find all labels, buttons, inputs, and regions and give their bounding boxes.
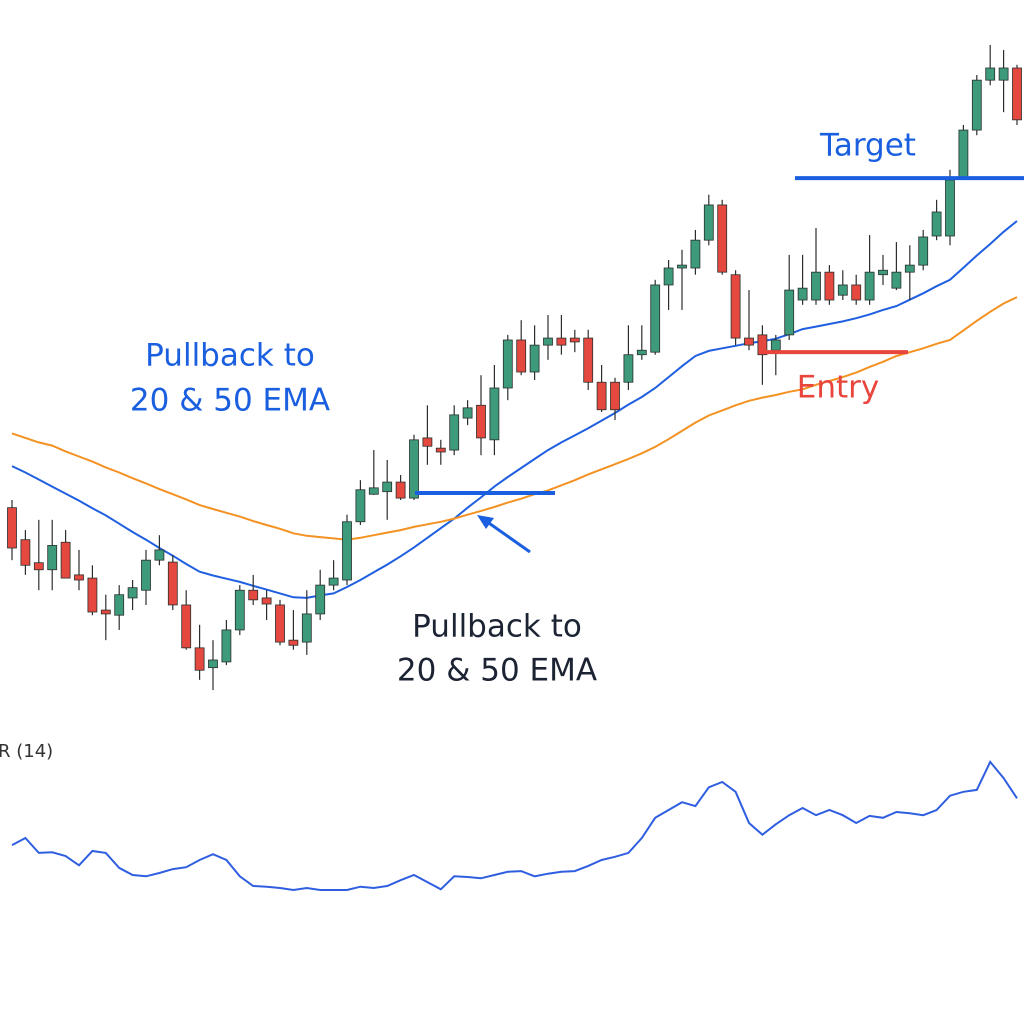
- annotation: 20 & 50 EMA: [130, 383, 330, 419]
- candle-body: [623, 354, 634, 383]
- candle-body: [74, 574, 84, 581]
- candle-body: [154, 549, 165, 561]
- candle-body: [998, 67, 1009, 81]
- candle-body: [516, 339, 527, 373]
- candle-body: [489, 387, 500, 441]
- candle-body: [904, 264, 915, 273]
- candle-body: [596, 381, 607, 411]
- candle-body: [462, 407, 473, 419]
- candle-body: [837, 284, 848, 296]
- candle-body: [355, 489, 366, 523]
- candle-body: [328, 577, 339, 586]
- candle-body: [114, 594, 125, 616]
- annotation: Target: [819, 128, 916, 164]
- candle-body: [569, 337, 580, 343]
- candle-body: [248, 589, 259, 601]
- candle-body: [167, 561, 178, 606]
- candle-body: [127, 587, 138, 599]
- candle-body: [275, 604, 285, 643]
- candle-body: [784, 289, 795, 336]
- indicator-panel: R (14): [0, 741, 1018, 892]
- candle-body: [87, 577, 98, 613]
- annotation: Pullback to: [145, 338, 315, 374]
- candle-body: [677, 264, 687, 269]
- candle-body: [422, 437, 433, 447]
- candle-body: [382, 481, 393, 493]
- annotations: Pullback to 20 & 50 EMA Pullback to 20 & 50…: [130, 128, 916, 689]
- candle-body: [851, 284, 862, 301]
- candle-body: [636, 349, 647, 356]
- candle-body: [234, 589, 245, 631]
- price-panel: [7, 44, 1024, 691]
- candle-body: [985, 67, 996, 81]
- candle-body: [703, 204, 714, 241]
- candle-body: [100, 609, 111, 615]
- candle-body: [20, 539, 31, 566]
- candle-body: [583, 337, 594, 383]
- candle-body: [395, 481, 406, 499]
- candle-body: [717, 204, 728, 273]
- candle-body: [1012, 67, 1022, 121]
- candle-body: [744, 337, 754, 346]
- candle-body: [690, 239, 701, 269]
- candle-body: [261, 597, 272, 605]
- candle-body: [811, 271, 821, 301]
- candle-body: [610, 381, 620, 411]
- candle-body: [971, 79, 982, 131]
- candle-body: [288, 639, 299, 646]
- candle-body: [864, 271, 875, 301]
- annotation: Entry: [797, 370, 879, 406]
- candle-body: [797, 287, 808, 301]
- candle-body: [824, 271, 835, 301]
- candle-body: [435, 447, 446, 453]
- arrow: [477, 515, 531, 554]
- arrow-shaft: [485, 519, 531, 554]
- candle-body: [891, 271, 902, 289]
- candle-body: [918, 236, 929, 266]
- candle-body: [221, 629, 232, 663]
- indicator-title: R (14): [0, 741, 53, 762]
- candle-body: [931, 211, 942, 237]
- candle-body: [529, 344, 540, 373]
- candle-body: [60, 541, 71, 579]
- candle-body: [650, 284, 661, 353]
- candle-body: [33, 562, 44, 571]
- candle-body: [409, 439, 419, 499]
- annotation: 20 & 50 EMA: [397, 653, 597, 689]
- candle-body: [368, 487, 379, 495]
- candle-body: [730, 274, 741, 339]
- candle-body: [502, 339, 513, 389]
- arrow-head: [477, 515, 494, 529]
- candle-body: [141, 559, 151, 591]
- candle-body: [757, 334, 768, 356]
- candle-body: [556, 337, 567, 346]
- candle-body: [476, 404, 486, 439]
- candle-body: [301, 613, 312, 643]
- candle-body: [945, 179, 955, 237]
- ema-line: [11, 220, 1018, 599]
- candle-body: [878, 269, 888, 276]
- candle-body: [543, 337, 553, 346]
- candle-body: [181, 604, 192, 649]
- candle-body: [342, 521, 352, 581]
- candle-body: [7, 507, 17, 549]
- candle-body: [663, 267, 674, 286]
- candle-body: [449, 414, 460, 451]
- candle-body: [194, 647, 205, 671]
- candle-body: [208, 659, 218, 669]
- candle-body: [958, 129, 969, 179]
- candle-body: [47, 545, 58, 571]
- candle-body: [315, 584, 326, 615]
- ema-line: [11, 296, 1018, 541]
- annotation: Pullback to: [412, 609, 582, 645]
- candle-body: [770, 339, 781, 351]
- indicator-line: [11, 760, 1018, 892]
